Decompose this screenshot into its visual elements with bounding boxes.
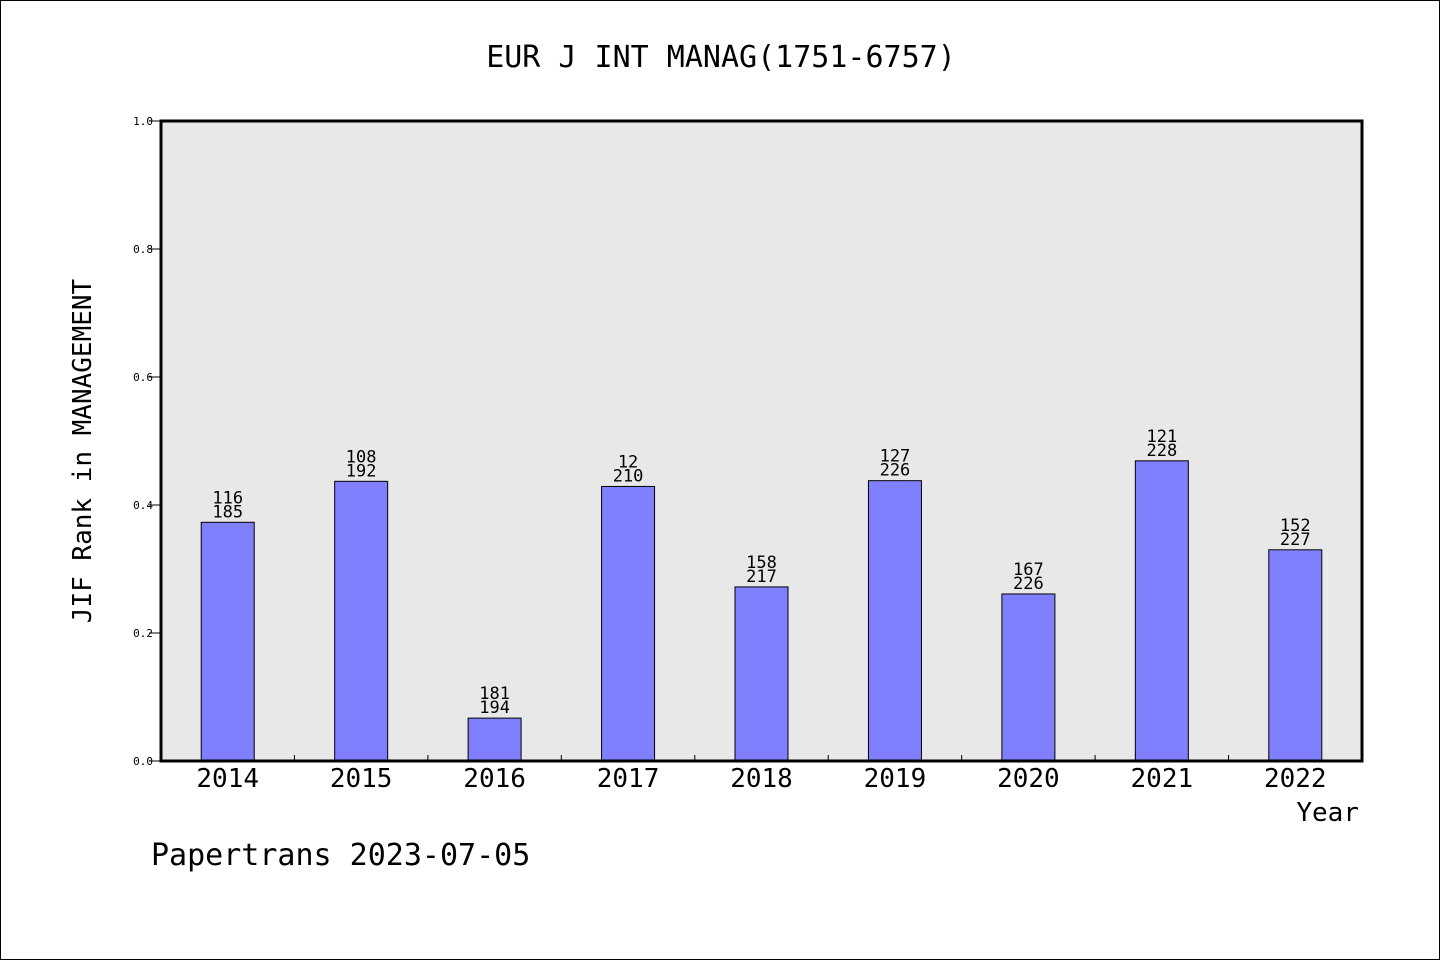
bar-2020 (1001, 593, 1056, 762)
bar-label-rank: 108 (346, 447, 377, 467)
x-tick-label: 2015 (330, 764, 393, 794)
footer-stamp: Papertrans 2023-07-05 (151, 838, 530, 873)
y-tick-label: 0.8 (133, 243, 153, 256)
x-tick-label: 2021 (1131, 764, 1194, 794)
y-tick-label: 0.2 (133, 627, 153, 640)
bar-label-total: 228 (1146, 441, 1177, 461)
bar-label-rank: 181 (479, 684, 510, 704)
bar-2019 (867, 480, 922, 762)
bar-label-rank: 121 (1146, 427, 1177, 447)
x-tick-label: 2016 (463, 764, 526, 794)
x-tick-label: 2017 (597, 764, 660, 794)
bar-2021 (1134, 460, 1189, 762)
bar-label-total: 227 (1280, 530, 1311, 550)
plot-frame (159, 119, 1364, 763)
bar-label-rank: 127 (880, 447, 911, 467)
x-tick-label: 2014 (196, 764, 259, 794)
bar-2017 (601, 485, 656, 762)
bar-label-total: 185 (212, 502, 243, 522)
bar-2018 (734, 586, 789, 762)
bar-label-total: 217 (746, 567, 777, 587)
chart-title: EUR J INT MANAG(1751-6757) (486, 40, 956, 75)
bar-label-total: 210 (613, 466, 644, 486)
bar-label-rank: 167 (1013, 560, 1044, 580)
bar-label-total: 226 (880, 461, 911, 481)
bar-label-rank: 158 (746, 553, 777, 573)
x-tick-label: 2018 (730, 764, 793, 794)
x-tick-label: 2022 (1264, 764, 1327, 794)
x-axis-label: Year (1296, 798, 1359, 828)
x-tick-label: 2019 (864, 764, 927, 794)
bar-2015 (334, 480, 389, 762)
bar-label-total: 192 (346, 461, 377, 481)
bar-label-rank: 12 (618, 452, 638, 472)
x-tick-label: 2020 (997, 764, 1060, 794)
bar-label-rank: 152 (1280, 516, 1311, 536)
bar-label-rank: 116 (212, 488, 243, 508)
y-tick-label: 0.0 (133, 755, 153, 768)
bar-2014 (200, 521, 255, 762)
y-tick-label: 1.0 (133, 115, 153, 128)
bar-label-total: 226 (1013, 574, 1044, 594)
y-tick-label: 0.6 (133, 371, 153, 384)
y-tick-label: 0.4 (133, 499, 153, 512)
axis-ticks: 0.0 0.2 0.4 0.6 0.8 1.0 (133, 115, 1230, 768)
bar-2016 (467, 717, 522, 762)
bar-2022 (1268, 549, 1323, 762)
y-axis-label: JIF Rank in MANAGEMENT (68, 278, 98, 623)
bar-label-total: 194 (479, 698, 510, 718)
